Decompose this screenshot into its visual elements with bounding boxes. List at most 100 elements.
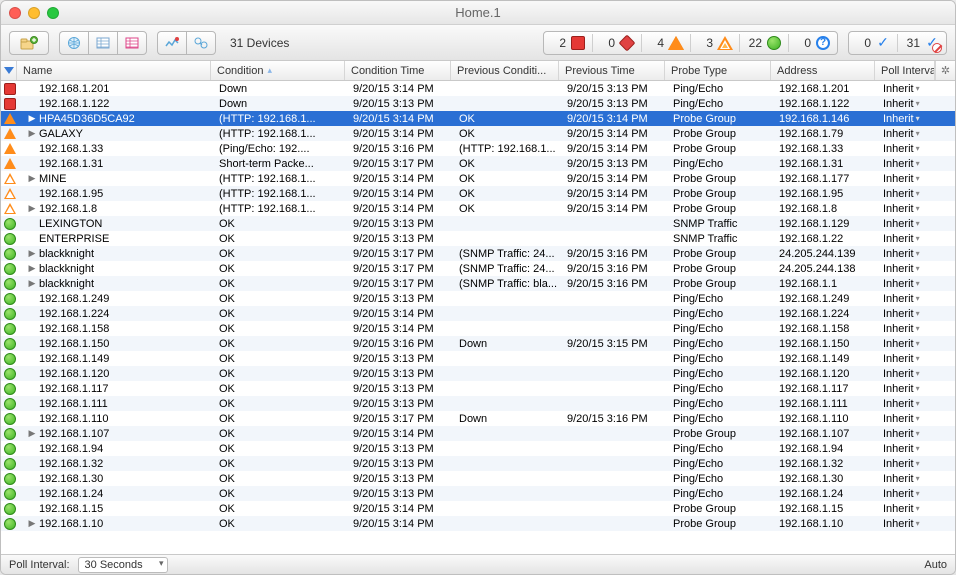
col-poll-interval[interactable]: Poll Interval [875, 61, 935, 80]
status-pill[interactable]: 2 [548, 35, 588, 51]
table-row[interactable]: 192.168.1.32OK9/20/15 3:13 PMPing/Echo19… [1, 456, 955, 471]
cell-prev-condition [453, 471, 561, 486]
strip-chart-button[interactable] [157, 31, 186, 55]
row-status-icon [1, 201, 19, 216]
col-name[interactable]: Name [17, 61, 211, 80]
cell-condition: OK [213, 411, 347, 426]
table-row[interactable]: 192.168.1.249OK9/20/15 3:13 PMPing/Echo1… [1, 291, 955, 306]
expand-icon[interactable]: ▶ [25, 248, 39, 259]
table-row[interactable]: ▶blackknightOK9/20/15 3:17 PM(SNMP Traff… [1, 276, 955, 291]
col-probe-type[interactable]: Probe Type [665, 61, 771, 80]
poll-interval-select[interactable]: 30 Seconds [78, 557, 168, 573]
table-row[interactable]: 192.168.1.94OK9/20/15 3:13 PMPing/Echo19… [1, 441, 955, 456]
ack-summary-box[interactable]: 0✓ 31✓ [848, 31, 947, 55]
table-row[interactable]: ▶GALAXY(HTTP: 192.168.1...9/20/15 3:14 P… [1, 126, 955, 141]
col-prev-time[interactable]: Previous Time [559, 61, 665, 80]
table-row[interactable]: ▶HPA45D36D5CA92(HTTP: 192.168.1...9/20/1… [1, 111, 955, 126]
chart-view-button[interactable] [117, 31, 147, 55]
table-row[interactable]: LEXINGTONOK9/20/15 3:13 PMSNMP Traffic19… [1, 216, 955, 231]
app-window: Home.1 31 Devices 20432 [0, 0, 956, 575]
table-row[interactable]: 192.168.1.31Short-term Packe...9/20/15 3… [1, 156, 955, 171]
cell-prev-time: 9/20/15 3:16 PM [561, 411, 667, 426]
notifiers-button[interactable] [186, 31, 216, 55]
row-status-icon [1, 501, 19, 516]
table-row[interactable]: 192.168.1.122Down9/20/15 3:13 PM9/20/15 … [1, 96, 955, 111]
cell-name: 192.168.1.201 [19, 81, 213, 96]
expand-icon[interactable]: ▶ [25, 428, 39, 439]
cell-condition-time: 9/20/15 3:17 PM [347, 261, 453, 276]
table-row[interactable]: 192.168.1.30OK9/20/15 3:13 PMPing/Echo19… [1, 471, 955, 486]
table-row[interactable]: ▶192.168.1.8(HTTP: 192.168.1...9/20/15 3… [1, 201, 955, 216]
expand-icon[interactable]: ▶ [25, 263, 39, 274]
cell-condition-time: 9/20/15 3:14 PM [347, 126, 453, 141]
cell-probe-type: Probe Group [667, 261, 773, 276]
status-summary-box[interactable]: 204 3 22 0? [543, 31, 838, 55]
table-row[interactable]: 192.168.1.33(Ping/Echo: 192....9/20/15 3… [1, 141, 955, 156]
expand-icon[interactable]: ▶ [25, 173, 39, 184]
ack-check-icon: ✓ [875, 35, 891, 51]
close-icon[interactable] [9, 7, 21, 19]
columns-gear-icon[interactable]: ✲ [935, 61, 955, 80]
device-name: 192.168.1.30 [39, 473, 103, 485]
status-pill[interactable]: 22 [744, 35, 784, 51]
status-pill[interactable]: 4 [646, 35, 686, 51]
status-pill[interactable]: 0? [793, 35, 833, 51]
expand-icon[interactable]: ▶ [25, 518, 39, 529]
expand-icon[interactable]: ▶ [25, 113, 39, 124]
table-row[interactable]: 192.168.1.224OK9/20/15 3:14 PMPing/Echo1… [1, 306, 955, 321]
table-row[interactable]: ▶blackknightOK9/20/15 3:17 PM(SNMP Traff… [1, 261, 955, 276]
table-row[interactable]: 192.168.1.120OK9/20/15 3:13 PMPing/Echo1… [1, 366, 955, 381]
table-row[interactable]: 192.168.1.201Down9/20/15 3:14 PM9/20/15 … [1, 81, 955, 96]
ack-pill[interactable]: 31✓ [902, 35, 942, 51]
col-prev-condition[interactable]: Previous Conditi... [451, 61, 559, 80]
traffic-lights [9, 7, 59, 19]
table-row[interactable]: ▶blackknightOK9/20/15 3:17 PM(SNMP Traff… [1, 246, 955, 261]
zoom-icon[interactable] [47, 7, 59, 19]
list-view-button[interactable] [88, 31, 117, 55]
table-row[interactable]: 192.168.1.15OK9/20/15 3:14 PMProbe Group… [1, 501, 955, 516]
status-green-icon [4, 458, 16, 470]
table-row[interactable]: ▶MINE(HTTP: 192.168.1...9/20/15 3:14 PMO… [1, 171, 955, 186]
header-sort-menu[interactable] [1, 61, 17, 80]
table-header: Name Condition▴ Condition Time Previous … [1, 61, 955, 81]
table-row[interactable]: ▶192.168.1.10OK9/20/15 3:14 PMProbe Grou… [1, 516, 955, 531]
table-row[interactable]: 192.168.1.149OK9/20/15 3:13 PMPing/Echo1… [1, 351, 955, 366]
row-status-icon [1, 471, 19, 486]
cell-probe-type: Ping/Echo [667, 81, 773, 96]
status-pill[interactable]: 0 [597, 35, 637, 51]
table-row[interactable]: 192.168.1.158OK9/20/15 3:14 PMPing/Echo1… [1, 321, 955, 336]
table-row[interactable]: ▶192.168.1.107OK9/20/15 3:14 PMProbe Gro… [1, 426, 955, 441]
minimize-icon[interactable] [28, 7, 40, 19]
expand-icon[interactable]: ▶ [25, 128, 39, 139]
blue-question-icon: ? [815, 35, 831, 51]
status-green-icon [4, 518, 16, 530]
table-row[interactable]: ENTERPRISEOK9/20/15 3:13 PMSNMP Traffic1… [1, 231, 955, 246]
cell-address: 192.168.1.150 [773, 336, 877, 351]
insert-device-button[interactable] [9, 31, 49, 55]
status-pill[interactable]: 3 [695, 35, 735, 51]
map-view-button[interactable] [59, 31, 88, 55]
table-row[interactable]: 192.168.1.95(HTTP: 192.168.1...9/20/15 3… [1, 186, 955, 201]
cell-condition-time: 9/20/15 3:13 PM [347, 396, 453, 411]
status-count: 4 [648, 36, 664, 50]
cell-condition: OK [213, 351, 347, 366]
col-condition[interactable]: Condition▴ [211, 61, 345, 80]
cell-condition-time: 9/20/15 3:14 PM [347, 321, 453, 336]
chevron-down-icon: ▾ [916, 114, 920, 123]
row-status-icon [1, 261, 19, 276]
table-row[interactable]: 192.168.1.150OK9/20/15 3:16 PMDown9/20/1… [1, 336, 955, 351]
expand-icon[interactable]: ▶ [25, 203, 39, 214]
cell-prev-time: 9/20/15 3:16 PM [561, 261, 667, 276]
table-row[interactable]: 192.168.1.117OK9/20/15 3:13 PMPing/Echo1… [1, 381, 955, 396]
table-row[interactable]: 192.168.1.110OK9/20/15 3:17 PMDown9/20/1… [1, 411, 955, 426]
cell-condition: OK [213, 231, 347, 246]
ack-pill[interactable]: 0✓ [853, 35, 893, 51]
table-body[interactable]: 192.168.1.201Down9/20/15 3:14 PM9/20/15 … [1, 81, 955, 554]
expand-icon[interactable]: ▶ [25, 278, 39, 289]
device-name: 192.168.1.117 [39, 383, 109, 395]
col-condition-time[interactable]: Condition Time [345, 61, 451, 80]
col-address[interactable]: Address [771, 61, 875, 80]
cell-prev-time: 9/20/15 3:13 PM [561, 96, 667, 111]
table-row[interactable]: 192.168.1.111OK9/20/15 3:13 PMPing/Echo1… [1, 396, 955, 411]
table-row[interactable]: 192.168.1.24OK9/20/15 3:13 PMPing/Echo19… [1, 486, 955, 501]
